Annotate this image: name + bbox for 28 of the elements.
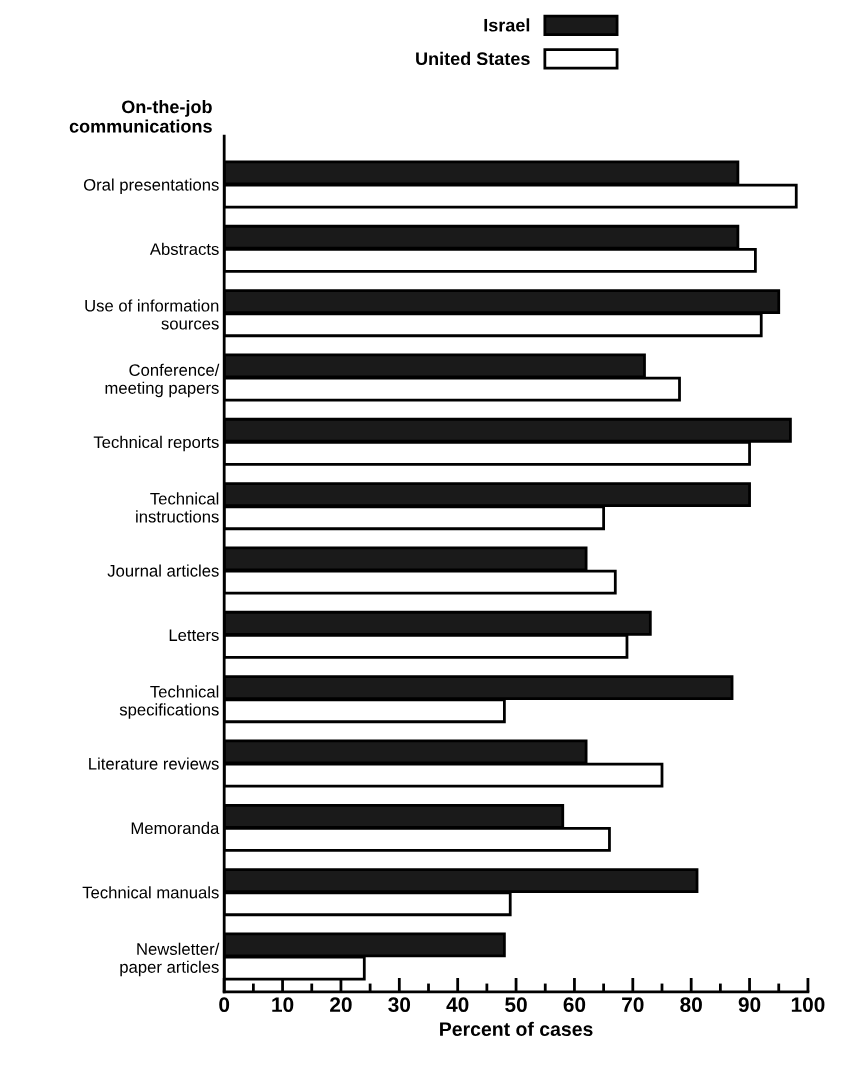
x-tick-label: 40 — [446, 997, 469, 1013]
y-tick-label: Technical specifications — [119, 685, 219, 719]
legend-label: United States — [416, 51, 530, 66]
x-tick-label: 70 — [622, 997, 644, 1013]
y-tick-label: Oral presentations — [83, 178, 219, 194]
x-tick-label: 50 — [505, 997, 527, 1013]
y-tick-label: Letters — [169, 629, 219, 642]
y-tick-label: Abstracts — [149, 242, 219, 256]
y-tick-label: Journal articles — [107, 564, 219, 577]
legend-label: Israel — [484, 18, 530, 32]
y-axis-title: On-the-job communications — [69, 99, 212, 133]
x-tick-label: 60 — [563, 997, 586, 1013]
x-tick-label: 30 — [388, 997, 411, 1013]
x-tick-label: 100 — [791, 997, 825, 1013]
y-tick-label: Memoranda — [131, 821, 220, 835]
x-tick-label: 0 — [219, 997, 230, 1013]
y-tick-label: Conference/ meeting papers — [105, 363, 220, 398]
y-tick-label: Literature reviews — [89, 757, 219, 770]
x-axis-title: Percent of cases — [440, 1021, 593, 1037]
y-tick-label: Technical instructions — [136, 492, 219, 523]
y-tick-label: Technical reports — [93, 435, 219, 452]
x-tick-label: 10 — [272, 997, 294, 1013]
x-tick-label: 80 — [680, 997, 702, 1013]
y-tick-label: Newsletter/ paper articles — [120, 942, 220, 977]
x-tick-label: 90 — [738, 997, 761, 1013]
x-tick-label: 20 — [330, 997, 352, 1013]
y-tick-label: Use of information sources — [85, 299, 219, 330]
y-tick-label: Technical manuals — [82, 886, 219, 899]
